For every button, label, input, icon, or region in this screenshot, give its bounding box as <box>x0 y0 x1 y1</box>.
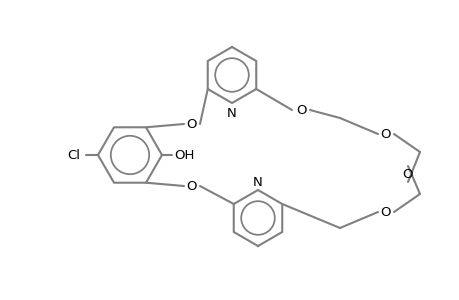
Text: OH: OH <box>174 148 194 161</box>
Text: N: N <box>227 106 236 119</box>
Text: O: O <box>186 118 197 130</box>
Text: O: O <box>380 206 391 218</box>
Text: Cl: Cl <box>67 148 80 161</box>
Text: O: O <box>186 179 197 193</box>
Text: N: N <box>252 176 262 190</box>
Text: O: O <box>402 167 412 181</box>
Text: O: O <box>380 128 391 140</box>
Text: O: O <box>296 103 307 116</box>
